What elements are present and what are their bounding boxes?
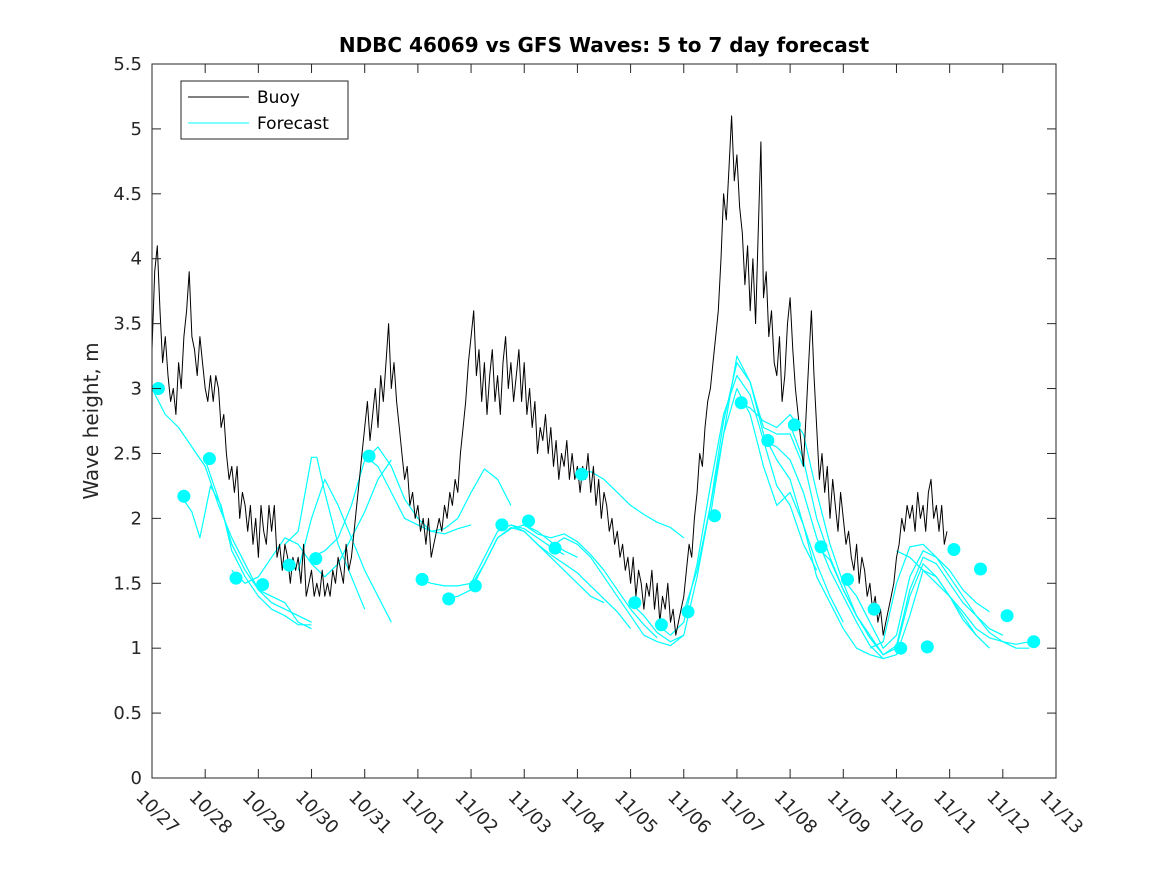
y-tick-label: 5.5 — [113, 54, 142, 75]
forecast-marker — [734, 396, 748, 410]
forecast-marker — [415, 572, 429, 586]
forecast-line — [364, 455, 472, 535]
forecast-marker — [761, 434, 775, 447]
legend-forecast-label: Forecast — [257, 114, 329, 134]
y-tick-label: 4 — [131, 249, 142, 270]
forecast-line — [523, 524, 658, 639]
forecast-marker — [974, 562, 987, 576]
forecast-line — [204, 459, 312, 630]
buoy-line — [151, 115, 948, 636]
forecast-marker — [1000, 609, 1014, 623]
forecast-marker — [947, 543, 961, 556]
forecast-line — [683, 387, 844, 623]
forecast-marker — [309, 552, 323, 566]
y-tick-label: 2 — [131, 508, 142, 529]
forecast-series-group — [151, 355, 1030, 660]
forecast-line — [550, 537, 685, 647]
forecast-marker — [681, 605, 695, 619]
forecast-line — [510, 524, 632, 630]
forecast-line — [816, 546, 1004, 656]
forecast-marker — [548, 541, 562, 555]
forecast-marker — [177, 489, 191, 503]
forecast-line — [231, 459, 392, 584]
forecast-marker — [841, 572, 854, 586]
forecast-marker — [282, 558, 296, 572]
y-tick-label: 2.5 — [113, 443, 142, 464]
plot-frame — [151, 63, 1057, 779]
forecast-marker — [708, 509, 722, 523]
y-tick-label: 3 — [131, 379, 142, 400]
forecast-marker — [522, 514, 535, 528]
forecast-line — [896, 550, 1030, 645]
forecast-marker — [867, 602, 881, 616]
y-tick-label: 1.5 — [113, 573, 142, 594]
forecast-marker — [468, 579, 482, 593]
legend-box — [180, 80, 349, 140]
forecast-marker — [920, 640, 934, 654]
forecast-line — [284, 456, 366, 610]
forecast-marker — [628, 596, 642, 610]
y-tick-label: 0 — [131, 768, 142, 789]
y-tick-label: 4.5 — [113, 184, 142, 205]
forecast-line — [311, 446, 512, 558]
forecast-marker — [1027, 635, 1041, 649]
forecast-marker — [229, 571, 243, 585]
forecast-line — [630, 362, 804, 643]
y-tick-label: 0.5 — [113, 703, 142, 724]
y-tick-label: 5 — [131, 119, 142, 140]
forecast-line — [709, 355, 884, 660]
y-axis: 0 0.5 1 1.5 2 2.5 3 3.5 4 4.5 5 5.5 — [113, 54, 1056, 789]
forecast-marker — [575, 467, 589, 481]
forecast-marker — [256, 578, 270, 592]
forecast-marker — [202, 452, 216, 466]
forecast-line — [178, 485, 312, 626]
forecast-marker-group — [151, 382, 1041, 655]
plot-area — [152, 64, 1056, 778]
forecast-marker — [495, 518, 509, 532]
y-tick-label: 3.5 — [113, 314, 142, 335]
y-axis-label: Wave height, m — [79, 342, 103, 499]
legend: Buoy Forecast — [180, 80, 349, 140]
forecast-marker — [814, 540, 828, 554]
forecast-line — [656, 375, 818, 636]
forecast-marker — [894, 641, 908, 655]
forecast-marker — [442, 592, 456, 606]
forecast-line — [417, 524, 565, 587]
chart-title: NDBC 46069 vs GFS Waves: 5 to 7 day fore… — [339, 33, 870, 57]
forecast-marker — [654, 618, 668, 632]
forecast-line — [151, 388, 312, 623]
buoy-series-group — [151, 115, 948, 636]
y-tick-label: 1 — [131, 638, 142, 659]
legend-buoy-label: Buoy — [257, 88, 300, 108]
forecast-line — [577, 471, 685, 539]
forecast-marker — [787, 418, 801, 432]
forecast-marker — [362, 449, 376, 463]
